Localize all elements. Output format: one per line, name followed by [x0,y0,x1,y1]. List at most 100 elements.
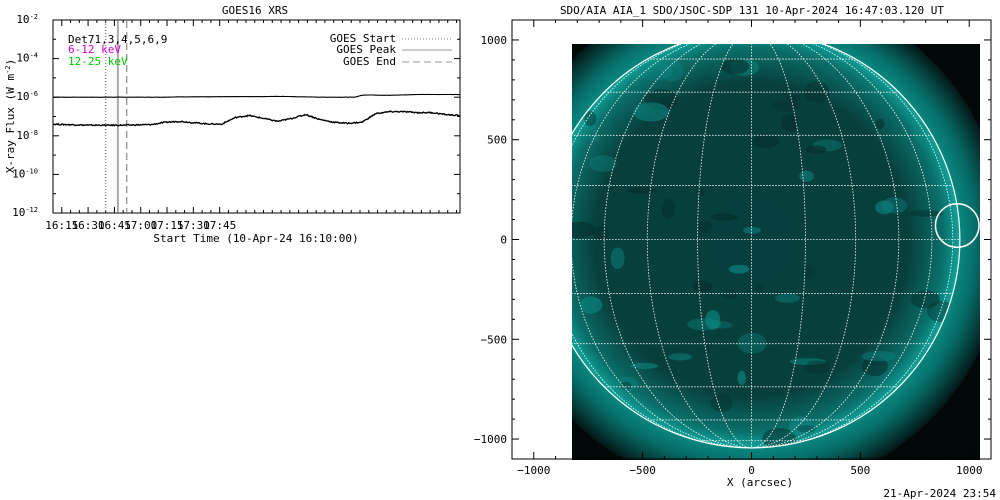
disk-texture-blob [610,247,625,270]
disk-texture-blob [752,134,779,149]
disk-texture-blob [875,200,894,215]
disk-texture-blob [584,111,597,126]
disk-texture-blob [909,210,944,217]
flare-region-circle [934,203,980,249]
disk-texture-blob [692,280,713,293]
disk-texture-blob [881,197,908,214]
legend-goes-start: GOES Start [330,32,396,45]
legend-12-25kev: 12-25 keV [68,55,128,68]
disk-texture-blob [805,145,827,154]
goes-y-tick-label: 10-2 [16,13,38,26]
aia-solar-image [546,44,980,460]
goes-flux-series-1 [53,93,461,98]
disk-texture-blob [803,81,830,103]
goes-x-tick-label: 16:45 [98,219,131,232]
aia-y-tick-label: 500 [487,134,507,147]
heliographic-grid [572,44,960,448]
aia-x-tick-label: −500 [629,464,656,477]
goes-y-axis-label-exp: -2 [4,65,12,73]
goes-y-axis-label-main: X-ray Flux (W m [4,73,17,173]
disk-texture-blob [627,187,658,194]
disk-texture-blob [659,60,685,82]
disk-texture-blob [796,424,816,433]
disk-texture-blob [781,114,799,132]
disk-texture-blob [630,362,658,370]
goes-y-tick-label: 10-12 [12,206,38,219]
disk-texture-blob [913,122,928,144]
goes-y-tick-label: 10-10 [12,167,38,180]
disk-texture-blob [668,353,693,361]
disk-texture-blob [708,321,733,329]
goes-y-tick-label: 10-8 [16,129,38,142]
disk-texture-blob [633,102,669,122]
disk-texture-blob [789,358,826,366]
disk-texture-blob [705,309,721,330]
goes-x-axis-label: Start Time (10-Apr-24 16:10:00) [153,232,358,245]
goes-y-axis-label-end: ) [4,59,17,66]
aia-y-tick-label: 0 [500,234,507,247]
goes-y-axis-label: X-ray Flux (W m-2) [4,59,17,173]
goes-x-tick-label: 16:30 [72,219,105,232]
disk-texture-blob [771,100,800,112]
disk-texture-blob [737,370,746,386]
disk-texture-blob [579,296,603,314]
goes-y-tick-label: 10-4 [16,52,38,65]
disk-texture-blob [698,220,713,233]
goes-x-tick-label: 17:00 [124,219,157,232]
disk-texture-blob [875,118,885,129]
disk-texture-blob [720,290,738,300]
legend-detectors: Det71,3,4,5,6,9 [68,33,167,46]
disk-texture-blob [589,124,599,134]
aia-x-tick-label: 0 [748,464,755,477]
aia-x-axis: −1000 −500 0 500 1000 [517,20,982,477]
goes-x-tick-label: 17:45 [203,219,236,232]
disk-texture-blob [861,357,888,377]
disk-texture-blob [799,170,814,182]
disk-texture-blob [805,360,831,375]
aia-x-tick-label: 500 [850,464,870,477]
legend-6-12kev: 6-12 keV [68,43,121,56]
disk-texture-blob [795,421,815,443]
disk-texture-blob [728,264,750,274]
disk-texture-blob [711,213,738,221]
grid-longitude-line [751,44,806,448]
aia-x-tick-label: 1000 [956,464,983,477]
grid-longitude-line [646,44,752,448]
grid-longitude-line [751,44,954,448]
goes-y-axis: 10-2 10-4 10-6 10-8 10-10 10-12 [12,13,460,219]
disk-texture-blob [572,221,596,239]
aia-x-axis-label: X (arcsec) [727,476,793,489]
disk-texture-blob [754,284,764,293]
disk-texture-blob [737,332,767,354]
disk-texture-blob [802,265,817,279]
disk-texture-blob [720,58,750,75]
aia-x-tick-label: −1000 [517,464,550,477]
solar-limb [572,44,961,449]
disk-texture-blob [910,290,940,309]
aia-y-tick-label: 1000 [481,34,508,47]
aia-y-tick-label: −1000 [474,433,507,446]
solar-disk [572,44,960,448]
disk-texture-blob [637,62,673,81]
legend-goes-peak: GOES Peak [336,43,396,56]
goes-x-tick-label: 17:30 [177,219,210,232]
disk-texture-blob [546,199,558,219]
disk-texture-blob [620,381,632,390]
aia-y-tick-label: −500 [481,333,508,346]
disk-texture-blob [774,293,800,303]
goes-xrs-plot: GOES16 XRS 10-2 10-4 10-6 10-8 10-10 10-12 16… [4,4,461,245]
disk-texture-blob [592,226,609,242]
legend-goes-end: GOES End [343,55,396,68]
aia-y-axis: −1000 −500 0 500 1000 [474,34,991,446]
disk-texture-blob [697,188,706,196]
goes-event-lines [104,21,128,212]
disk-texture-blob [743,226,761,234]
goes-flux-series-2 [52,110,461,127]
disk-texture-blob [710,394,733,413]
aia-image-plot: SDO/AIA AIA_1 SDO/JSOC-SDP 131 10-Apr-20… [474,4,992,489]
goes-x-tick-label: 16:15 [45,219,78,232]
goes-series [52,93,461,127]
solar-disk-texture [546,58,956,448]
